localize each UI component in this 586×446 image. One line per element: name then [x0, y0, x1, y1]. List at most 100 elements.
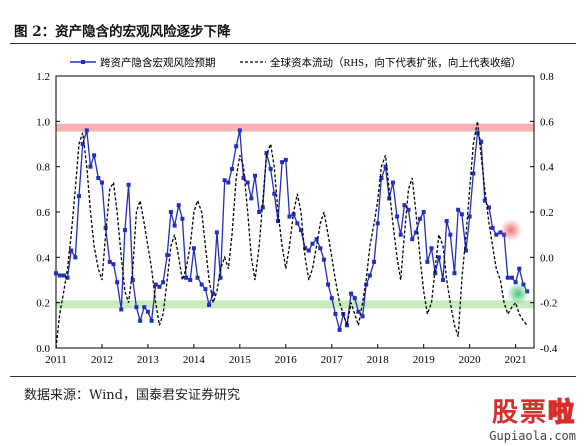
highlight-marker-1	[500, 219, 523, 242]
series-point-macro-risk	[241, 176, 246, 180]
series-point-macro-risk	[406, 207, 411, 212]
series-point-macro-risk	[287, 214, 292, 219]
watermark-url: Gupiaola.com	[489, 429, 576, 443]
series-point-macro-risk	[207, 302, 212, 307]
x-tick-label: 2012	[91, 354, 113, 366]
reference-bands	[56, 123, 534, 309]
series-point-macro-risk	[479, 139, 484, 144]
series-point-macro-risk	[134, 305, 139, 310]
series-point-macro-risk	[395, 214, 400, 219]
watermark-cn-outline: 啦	[547, 397, 576, 429]
series-point-macro-risk	[157, 284, 162, 289]
series-point-macro-risk	[456, 207, 461, 212]
series-point-macro-risk	[310, 241, 315, 246]
legend-label-macro-risk: 跨资产隐含宏观风险预期	[100, 56, 216, 69]
y-left-tick-label: 0.4	[36, 252, 50, 264]
series-point-macro-risk	[165, 253, 170, 258]
series-point-macro-risk	[103, 225, 108, 230]
x-tick-label: 2021	[505, 354, 527, 366]
series-point-macro-risk	[418, 216, 423, 221]
y-left-tick-label: 0.6	[36, 207, 50, 219]
series-point-macro-risk	[80, 142, 85, 146]
bottom-rule	[10, 376, 576, 377]
series-point-macro-risk	[61, 273, 66, 278]
series-point-macro-risk	[379, 176, 384, 180]
series-point-macro-risk	[199, 282, 204, 287]
series-point-macro-risk	[73, 255, 78, 260]
y-right-tick-label: 0.6	[540, 116, 554, 128]
series-point-macro-risk	[329, 296, 334, 301]
series-point-macro-risk	[138, 318, 143, 323]
series-point-macro-risk	[115, 280, 120, 285]
series-point-macro-risk	[280, 160, 285, 165]
source-note: 数据来源：Wind，国泰君安证券研究	[24, 388, 240, 403]
x-tick-label: 2019	[413, 354, 436, 366]
series-point-macro-risk	[410, 237, 415, 242]
x-tick-label: 2011	[45, 354, 67, 366]
series-point-macro-risk	[222, 178, 227, 183]
series-point-macro-risk	[349, 291, 354, 296]
series-point-macro-risk	[425, 259, 430, 264]
series-point-macro-risk	[402, 203, 407, 208]
series-point-macro-risk	[69, 248, 74, 253]
series-point-macro-risk	[413, 230, 418, 235]
series-point-macro-risk	[153, 282, 158, 287]
series-point-macro-risk	[92, 153, 97, 158]
series-point-macro-risk	[421, 210, 426, 214]
series-point-macro-risk	[126, 182, 131, 187]
series-point-macro-risk	[490, 225, 495, 230]
series-point-macro-risk	[218, 275, 223, 280]
y-right-tick-label: -0.4	[540, 343, 558, 355]
x-tick-label: 2013	[137, 354, 160, 366]
series-point-macro-risk	[463, 248, 468, 253]
series-point-macro-risk	[195, 275, 200, 280]
legend-swatch-marker	[81, 60, 85, 64]
series-point-macro-risk	[253, 173, 258, 178]
dual-axis-line-chart: 0.0 0.2 0.4 0.6 0.8 1.0 1.2 -0.4 -0.2 0.0 0.2 0.4 0.…	[36, 56, 558, 366]
series-point-macro-risk	[436, 255, 441, 260]
title-underline	[10, 43, 576, 44]
series-point-macro-risk	[486, 205, 491, 210]
series-point-macro-risk	[211, 291, 216, 296]
series-point-macro-risk	[321, 257, 326, 262]
series-point-macro-risk	[268, 166, 273, 171]
watermark-cn: 股票	[491, 398, 548, 428]
series-point-macro-risk	[333, 312, 338, 316]
series-point-macro-risk	[360, 314, 365, 319]
series-point-macro-risk	[249, 196, 254, 201]
series-point-macro-risk	[298, 228, 303, 233]
series-point-macro-risk	[509, 275, 514, 280]
series-point-macro-risk	[306, 248, 311, 253]
series-point-macro-risk	[318, 246, 323, 251]
x-tick-label: 2016	[275, 354, 298, 366]
series-point-macro-risk	[111, 262, 116, 267]
y-right-tick-label: -0.2	[540, 298, 557, 310]
series-point-macro-risk	[517, 266, 522, 271]
series-point-macro-risk	[444, 219, 449, 224]
chart-legend: 跨资产隐含宏观风险预期 全球资本流动（RHS，向下代表扩张，向上代表收缩）	[70, 56, 521, 69]
series-point-macro-risk	[234, 144, 239, 149]
series-point-macro-risk	[383, 164, 388, 169]
series-point-macro-risk	[372, 259, 377, 264]
y-right-tick-label: 0.0	[540, 252, 554, 264]
series-point-macro-risk	[272, 191, 277, 196]
series-point-macro-risk	[191, 246, 196, 251]
series-point-macro-risk	[494, 232, 499, 237]
series-point-macro-risk	[452, 271, 457, 276]
reference-band-2	[56, 300, 534, 309]
series-point-macro-risk	[107, 259, 112, 264]
series-point-macro-risk	[88, 164, 93, 169]
series-point-macro-risk	[172, 223, 177, 228]
series-point-macro-risk	[168, 210, 173, 214]
series-point-macro-risk	[54, 271, 58, 276]
series-point-macro-risk	[264, 151, 269, 156]
series-point-macro-risk	[130, 278, 135, 282]
series-point-macro-risk	[230, 166, 235, 171]
figure-title: 图 2：资产隐含的宏观风险逐步下降	[14, 24, 231, 40]
series-point-macro-risk	[448, 232, 453, 237]
series-point-macro-risk	[188, 278, 193, 282]
series-point-macro-risk	[356, 309, 361, 314]
series-point-macro-risk	[122, 228, 127, 233]
series-point-macro-risk	[214, 230, 219, 235]
series-point-macro-risk	[467, 214, 472, 219]
